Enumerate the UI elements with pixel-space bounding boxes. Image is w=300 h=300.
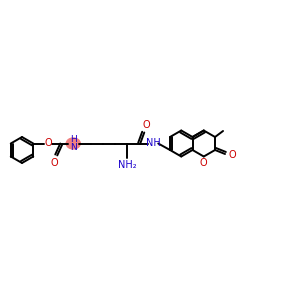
Text: NH: NH	[146, 139, 160, 148]
Text: O: O	[44, 139, 52, 148]
Text: O: O	[228, 150, 236, 160]
Text: O: O	[200, 158, 208, 167]
Text: O: O	[142, 119, 150, 130]
Text: NH₂: NH₂	[118, 160, 136, 170]
Text: O: O	[50, 158, 58, 169]
Ellipse shape	[66, 138, 80, 149]
Text: H
N: H N	[70, 135, 76, 152]
